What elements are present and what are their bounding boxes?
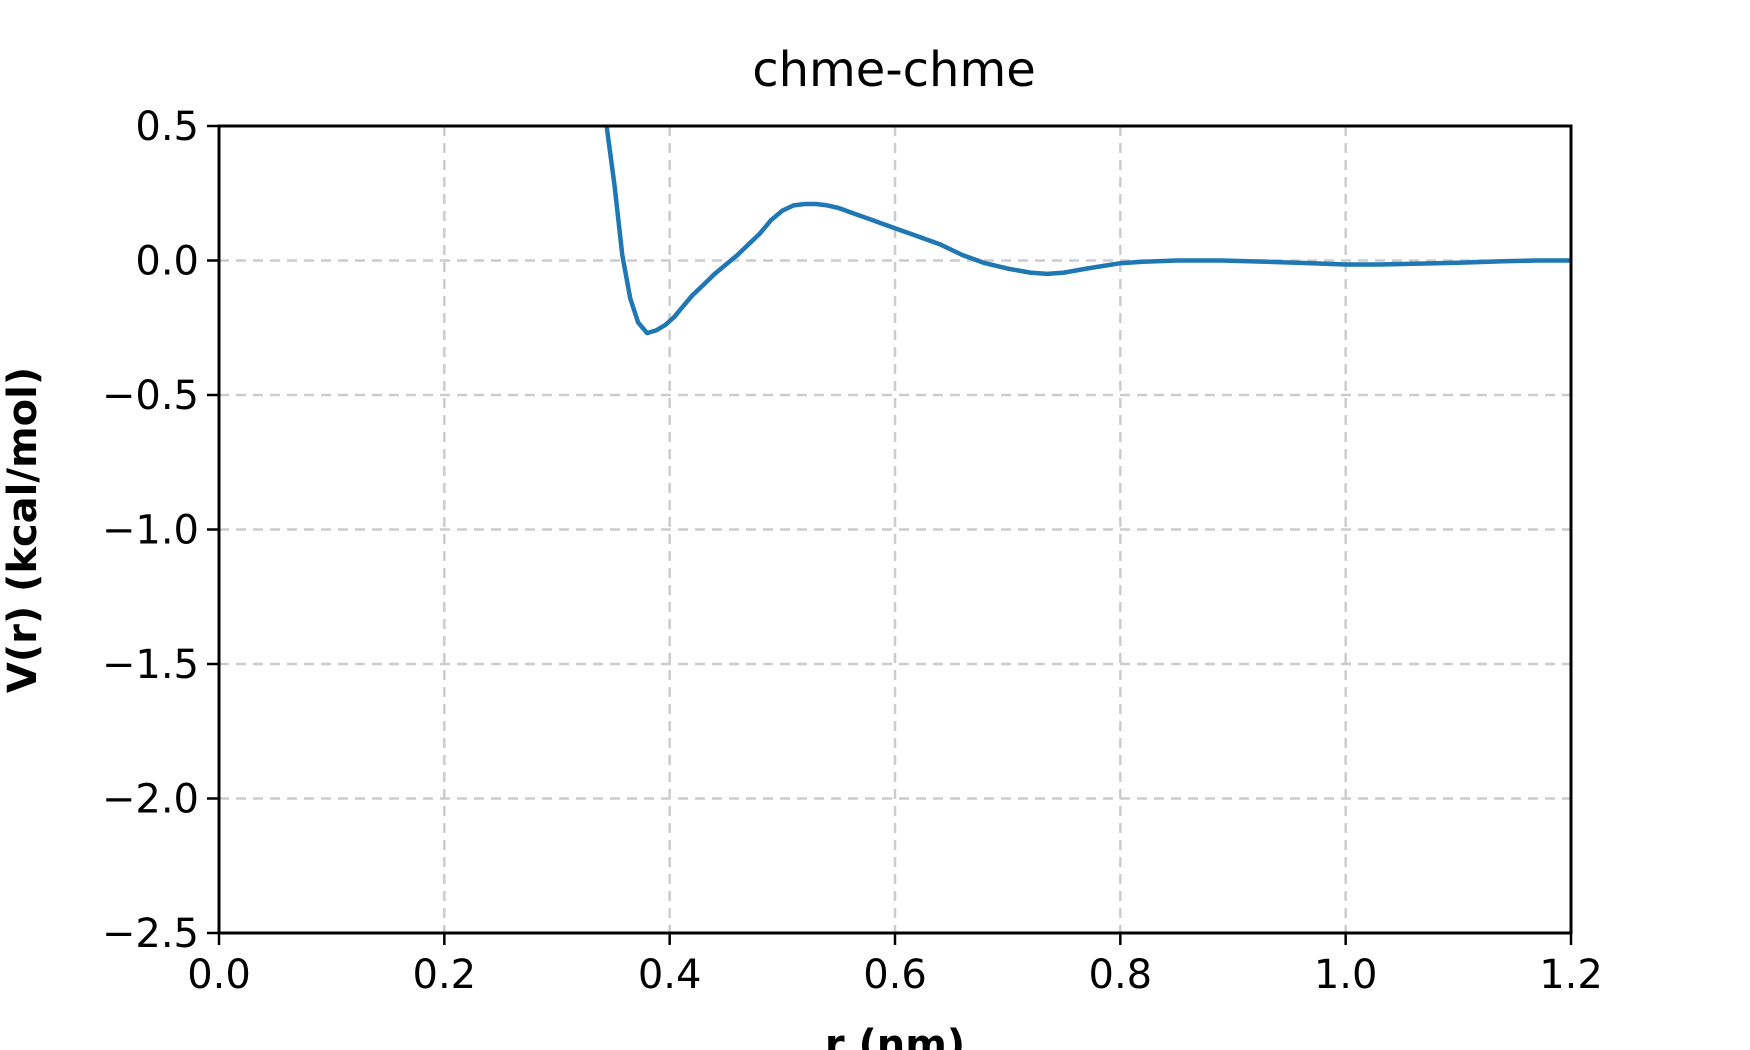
x-tick-label: 0.6 [863,952,927,998]
x-tick-label: 0.4 [638,952,702,998]
x-axis-label: r (nm) [825,1022,965,1050]
y-tick-label: −0.5 [102,373,199,419]
plot-area [604,125,1571,336]
x-tick-label: 0.0 [187,952,251,998]
y-tick-label: −2.5 [102,911,199,957]
x-tick-label: 0.8 [1089,952,1153,998]
y-tick-label: −1.5 [102,642,199,688]
y-axis-label: V(r) (kcal/mol) [0,367,46,693]
y-tick-label: −2.0 [102,777,199,823]
series-line [604,125,1571,336]
y-tick-label: 0.0 [135,239,199,285]
x-tick-label: 1.0 [1314,952,1378,998]
x-tick-label: 0.2 [413,952,477,998]
x-tick-label: 1.2 [1539,952,1603,998]
grid-lines [219,126,1571,933]
y-tick-label: −1.0 [102,508,199,554]
y-tick-label: 0.5 [135,104,199,150]
axis-ticks: 0.0 0.2 0.4 0.6 0.8 1.0 1.2 0.5 0.0 −0.5 −1.0 −1.5 −… [102,104,1603,998]
chart-title: chme-chme [752,42,1036,98]
